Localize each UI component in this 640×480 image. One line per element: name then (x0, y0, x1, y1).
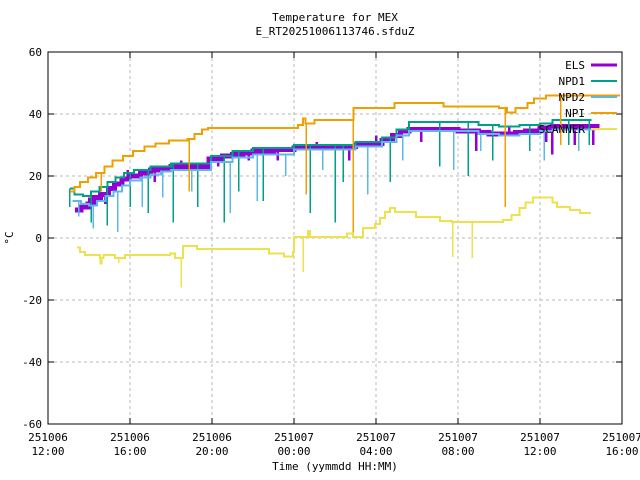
series-line-npd2 (72, 128, 596, 207)
y-tick-label: 0 (35, 232, 42, 245)
legend-item-npd2: NPD2 (559, 91, 617, 104)
x-tick-label-date: 251007 (438, 431, 478, 444)
x-tick-label-time: 12:00 (31, 445, 64, 458)
series-els (75, 123, 600, 213)
axis-ticks (47, 51, 623, 425)
legend-label: SCANNER (539, 123, 586, 136)
x-tick-label-time: 16:00 (605, 445, 638, 458)
series-spikes-scanner (99, 221, 474, 288)
x-axis-label: Time (yymmdd HH:MM) (272, 460, 398, 473)
x-tick-label-date: 251007 (274, 431, 314, 444)
legend-label: ELS (565, 59, 585, 72)
x-axis-tick-labels: 25100612:0025100616:0025100620:002510070… (28, 431, 640, 458)
series-spikes-npi (100, 95, 562, 238)
series-spikes-els (87, 126, 595, 204)
x-tick-label-time: 16:00 (113, 445, 146, 458)
series-spikes-npd1 (69, 120, 590, 226)
data-series (69, 94, 620, 288)
x-tick-label-time: 20:00 (195, 445, 228, 458)
x-tick-label-time: 08:00 (441, 445, 474, 458)
y-tick-label: 20 (29, 170, 42, 183)
x-tick-label-time: 04:00 (359, 445, 392, 458)
y-tick-label: 60 (29, 46, 42, 59)
legend-item-els: ELS (565, 59, 617, 72)
x-tick-label-date: 251007 (356, 431, 396, 444)
series-npi (69, 94, 620, 238)
legend-label: NPD2 (559, 91, 586, 104)
y-axis-tick-labels: -60 -40 -20 0 20 40 60 (22, 46, 42, 431)
legend-label: NPD1 (559, 75, 586, 88)
y-tick-label: -60 (22, 418, 42, 431)
legend-item-npi: NPI (565, 107, 617, 120)
x-tick-label-date: 251007 (520, 431, 560, 444)
x-tick-label-date: 251006 (110, 431, 150, 444)
chart-title: Temperature for MEX (272, 11, 398, 24)
series-spikes-npd2 (78, 129, 580, 232)
legend-item-npd1: NPD1 (559, 75, 617, 88)
chart-subtitle: E_RT20251006113746.sfduZ (256, 25, 415, 38)
legend-item-scanner: SCANNER (539, 123, 617, 136)
series-npd2 (72, 128, 596, 232)
legend-label: NPI (565, 107, 585, 120)
series-line-els (75, 123, 600, 213)
y-tick-label: 40 (29, 108, 42, 121)
legend: ELS NPD1 NPD2 NPI SCANNER (539, 59, 617, 136)
x-tick-label-date: 251006 (28, 431, 68, 444)
x-tick-label-time: 00:00 (277, 445, 310, 458)
x-tick-label-date: 251007 (602, 431, 640, 444)
series-scanner (76, 196, 592, 288)
y-tick-label: -20 (22, 294, 42, 307)
y-axis-label: °C (3, 231, 16, 244)
y-tick-label: -40 (22, 356, 42, 369)
x-tick-label-time: 12:00 (523, 445, 556, 458)
series-line-npi (69, 94, 620, 193)
series-line-scanner (76, 196, 592, 260)
x-tick-label-date: 251006 (192, 431, 232, 444)
